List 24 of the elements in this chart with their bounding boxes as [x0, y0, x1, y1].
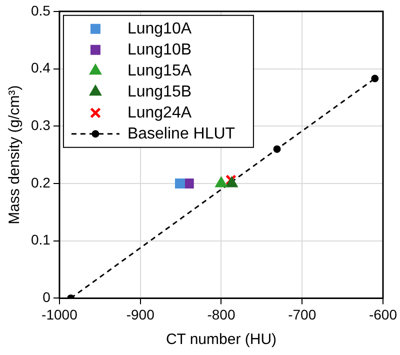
- point: [273, 145, 281, 153]
- point: [174, 178, 185, 188]
- y-tick-label: 0: [42, 289, 51, 306]
- legend-label: Lung10A: [127, 20, 192, 38]
- x-tick-label: -800: [207, 306, 236, 322]
- x-tick-label: -900: [126, 306, 155, 322]
- y-tick-label: 0.5: [30, 2, 51, 18]
- x-axis-title: CT number (HU): [166, 331, 277, 348]
- x-tick-label: -1000: [42, 306, 78, 322]
- y-tick-label: 0.4: [30, 60, 51, 76]
- point: [215, 176, 228, 188]
- legend-label: Lung10B: [127, 41, 192, 58]
- legend-label: Lung15B: [127, 83, 192, 100]
- legend-label: Baseline HLUT: [127, 125, 236, 142]
- y-axis-title: Mass density (g/cm³): [6, 85, 24, 224]
- legend-label: Lung15A: [127, 62, 192, 80]
- y-tick-label: 0.2: [30, 174, 51, 190]
- x-tick-label: -600: [368, 306, 398, 322]
- point: [184, 178, 194, 188]
- y-tick-label: 0.3: [30, 116, 51, 133]
- y-tick-label: 0.1: [30, 232, 51, 248]
- point: [371, 74, 379, 82]
- legend-label: Lung24A: [127, 104, 192, 122]
- x-tick-label: -700: [288, 306, 316, 322]
